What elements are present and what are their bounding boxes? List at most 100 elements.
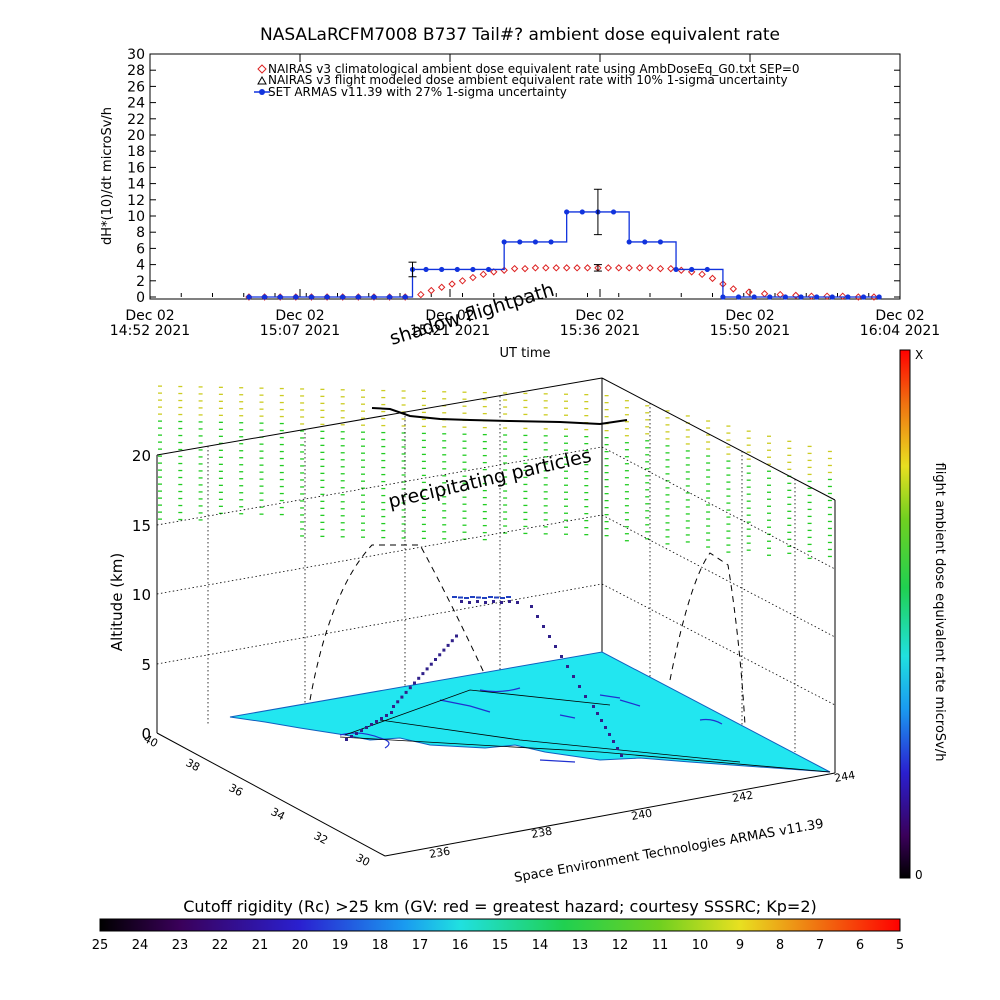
altitude-tick-label: 5 bbox=[141, 656, 151, 674]
nairas-climatological-point bbox=[604, 264, 613, 272]
y-tick-label: 12 bbox=[127, 193, 145, 209]
x-tick-label-time: 15:21 2021 bbox=[410, 323, 490, 339]
x-tick-label-time: 15:50 2021 bbox=[710, 323, 790, 339]
armas-point bbox=[626, 239, 632, 245]
flight-path-point bbox=[604, 726, 607, 729]
legend-marker-nairas-climatological bbox=[257, 64, 267, 74]
armas-point bbox=[860, 294, 867, 300]
nairas-climatological-point bbox=[448, 280, 456, 288]
flight-path-point bbox=[455, 634, 458, 638]
nairas-climatological-point bbox=[552, 264, 560, 272]
flight-path-point bbox=[370, 723, 373, 726]
flight-path-point bbox=[612, 740, 615, 743]
y-tick-label: 14 bbox=[127, 177, 145, 193]
y-tick-label: 6 bbox=[136, 241, 145, 257]
nairas-climatological-point bbox=[823, 292, 831, 300]
flight-path-cruise-point bbox=[476, 596, 481, 599]
armas-point bbox=[845, 294, 851, 300]
cutoff-tick-label: 6 bbox=[856, 938, 864, 953]
flight-path-point bbox=[616, 747, 619, 750]
flight-path-point bbox=[446, 643, 450, 647]
flight-path-cruise-point bbox=[458, 596, 463, 599]
nairas-climatological-point bbox=[490, 268, 498, 276]
nairas-climatological-point bbox=[698, 270, 706, 279]
armas-point bbox=[293, 294, 299, 300]
flight-path-point bbox=[460, 600, 463, 603]
x-tick-label-time: 15:36 2021 bbox=[560, 323, 640, 339]
latitude-ticks: 40 38 36 34 32 30 bbox=[142, 732, 372, 869]
legend-marker-armas bbox=[259, 89, 265, 95]
armas-point bbox=[579, 209, 585, 215]
flight-path-point bbox=[404, 690, 408, 694]
longitude-tick-label: 244 bbox=[833, 769, 856, 785]
y-tick-label: 2 bbox=[136, 274, 145, 290]
y-tick-label: 20 bbox=[127, 128, 145, 144]
armas-point bbox=[642, 239, 648, 245]
altitude-tick-label: 0 bbox=[141, 725, 151, 743]
nairas-climatological-point bbox=[531, 264, 540, 272]
nairas-climatological-point bbox=[583, 264, 592, 272]
y-tick-label: 22 bbox=[127, 112, 145, 128]
nairas-climatological-point bbox=[708, 274, 717, 283]
flight-path-point bbox=[375, 720, 378, 723]
armas-point bbox=[782, 294, 789, 300]
flight-path-point bbox=[390, 711, 393, 714]
flight-path-point bbox=[484, 601, 487, 604]
nairas-climatological-point bbox=[807, 292, 816, 300]
precipitating-particles-field bbox=[158, 385, 832, 560]
colorbar-bottom-label: 0 bbox=[915, 868, 923, 882]
armas-point bbox=[673, 266, 679, 273]
flight-path-point bbox=[345, 738, 348, 741]
longitude-tick-label: 242 bbox=[731, 789, 754, 805]
armas-point bbox=[277, 294, 283, 300]
armas-point bbox=[564, 209, 570, 215]
altitude-tick-label: 15 bbox=[132, 517, 151, 535]
flight-path-point bbox=[500, 601, 503, 604]
flight-path-point bbox=[566, 665, 569, 668]
flight-path-point bbox=[516, 601, 519, 604]
flight-path-cruise-point bbox=[470, 596, 475, 598]
dose-colorbar bbox=[899, 349, 911, 879]
flight-path-cruise-point bbox=[482, 597, 487, 599]
x-axis-label: UT time bbox=[500, 346, 551, 361]
armas-point bbox=[470, 266, 476, 273]
colorbar-top-label: X bbox=[915, 348, 923, 362]
armas-point bbox=[324, 294, 330, 300]
x-tick-label-date: Dec 02 bbox=[875, 308, 924, 324]
longitude-tick-label: 238 bbox=[530, 825, 553, 841]
cutoff-tick-label: 9 bbox=[736, 938, 744, 953]
cutoff-tick-label: 5 bbox=[896, 938, 904, 953]
flight-path-point bbox=[476, 600, 479, 603]
y-tick-label: 30 bbox=[127, 47, 145, 63]
cutoff-colorbar-ticks: 25 24 23 22 21 20 19 18 17 16 15 14 13 12 11 10 9 8 7 6 5 bbox=[92, 938, 904, 953]
cutoff-tick-label: 14 bbox=[532, 938, 549, 953]
armas-point bbox=[689, 266, 695, 273]
cutoff-tick-label: 23 bbox=[172, 938, 189, 953]
altitude-axis-label: Altitude (km) bbox=[108, 553, 126, 651]
flight-path-point bbox=[450, 639, 454, 643]
colorbar-label: flight ambient dose equivalent rate micr… bbox=[932, 463, 947, 762]
armas-point bbox=[735, 294, 742, 300]
nairas-climatological-point bbox=[729, 285, 738, 293]
ground-features bbox=[339, 687, 723, 763]
flight-path-point bbox=[620, 754, 623, 757]
flight-path-point bbox=[492, 600, 495, 603]
armas-point bbox=[751, 294, 757, 300]
flight-path-point bbox=[434, 658, 437, 661]
flight-path-point bbox=[385, 714, 388, 717]
flight-path-point bbox=[536, 615, 539, 618]
nairas-climatological-point bbox=[615, 264, 623, 272]
y-tick-label: 16 bbox=[127, 160, 145, 176]
nairas-climatological-point bbox=[469, 273, 477, 282]
flight-path-point bbox=[417, 676, 421, 680]
flight-path-point bbox=[408, 686, 412, 690]
armas-point bbox=[704, 266, 710, 273]
box-floor-edges bbox=[156, 732, 836, 857]
nairas-climatological-point bbox=[521, 264, 529, 273]
flight-path-point bbox=[542, 625, 545, 628]
cutoff-tick-label: 18 bbox=[372, 938, 389, 953]
y-tick-label: 24 bbox=[127, 96, 145, 112]
